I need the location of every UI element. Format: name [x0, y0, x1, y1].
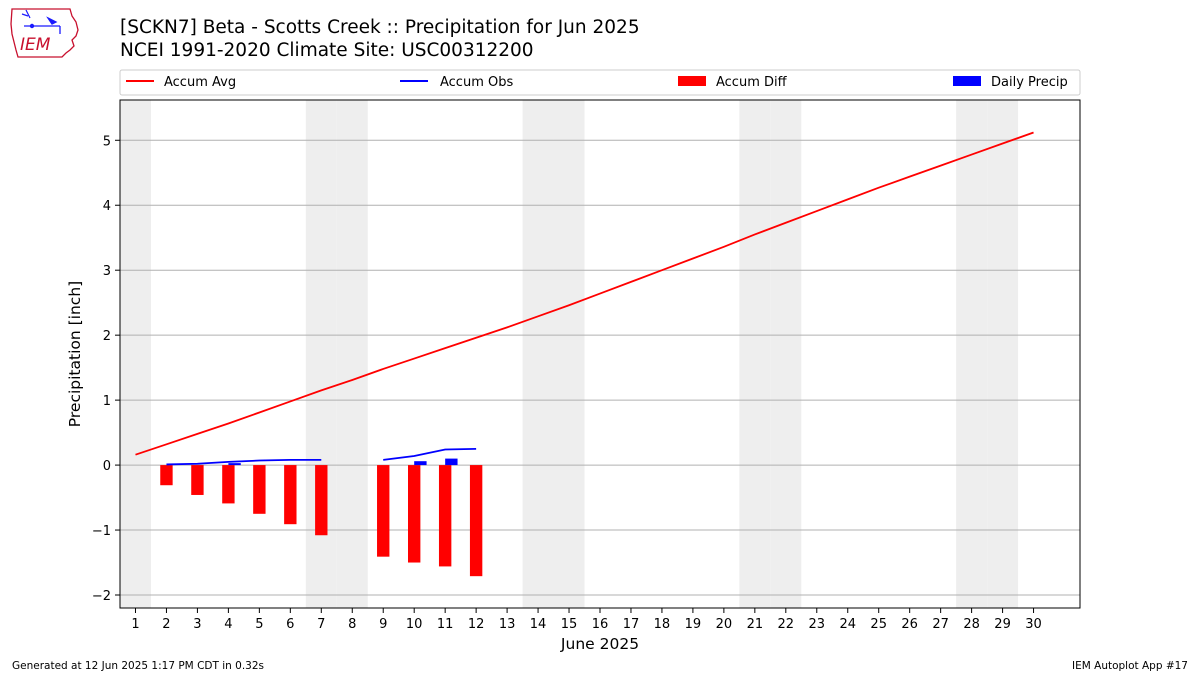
- daily-precip-bar: [414, 461, 427, 466]
- x-tick-label: 22: [778, 617, 795, 632]
- gridlines: [120, 139, 1080, 596]
- weekend-band: [120, 100, 151, 608]
- x-tick-label: 15: [561, 617, 578, 632]
- logo-text: IEM: [20, 35, 51, 55]
- y-tick-label: 5: [103, 134, 111, 149]
- accum-avg-line: [135, 131, 1034, 456]
- x-tick-label: 12: [468, 617, 485, 632]
- accum-diff-bar: [438, 465, 452, 567]
- legend-label-accum-obs: Accum Obs: [440, 75, 513, 90]
- legend-label-accum-avg: Accum Avg: [164, 75, 236, 90]
- x-tick-label: 2: [162, 617, 170, 632]
- x-tick-label: 28: [963, 617, 980, 632]
- accum-obs-line: [383, 447, 477, 461]
- x-tick-label: 24: [839, 617, 856, 632]
- accum-obs-line: [166, 458, 322, 466]
- x-tick-label: 17: [623, 617, 640, 632]
- x-tick-label: 19: [685, 617, 702, 632]
- accum-diff-bar: [284, 465, 297, 525]
- y-tick-label: 1: [103, 394, 111, 409]
- x-tick-label: 1: [131, 617, 139, 632]
- x-axis-label: June 2025: [560, 635, 639, 653]
- y-axis-label: Precipitation [inch]: [66, 281, 84, 427]
- daily-precip-bar: [228, 463, 241, 466]
- x-tick-label: 27: [932, 617, 949, 632]
- x-axis: 1 2 3 4 5 6 7 8 9 10 11 12 13 14 15 16 17 18 19 20 21 22 23 24 2…: [131, 608, 1042, 632]
- x-tick-label: 18: [654, 617, 671, 632]
- x-tick-label: 4: [224, 617, 232, 632]
- x-tick-label: 5: [255, 617, 263, 632]
- daily-precip-bar: [445, 458, 458, 466]
- legend-label-accum-diff: Accum Diff: [716, 75, 788, 90]
- y-tick-label: 4: [103, 199, 111, 214]
- x-tick-label: 7: [317, 617, 325, 632]
- x-tick-label: 11: [437, 617, 454, 632]
- y-tick-label: 0: [103, 459, 111, 474]
- weekend-band: [770, 100, 802, 608]
- weekend-band: [739, 100, 771, 608]
- accum-diff-bar: [469, 465, 483, 577]
- accum-diff-bar: [377, 465, 390, 557]
- x-tick-label: 9: [379, 617, 387, 632]
- weekend-bands: [120, 100, 1019, 608]
- x-tick-label: 8: [348, 617, 356, 632]
- x-tick-label: 23: [809, 617, 826, 632]
- weekend-band: [956, 100, 988, 608]
- x-tick-label: 30: [1025, 617, 1042, 632]
- accum-diff-bar: [160, 465, 173, 486]
- x-tick-label: 3: [193, 617, 201, 632]
- weekend-band: [336, 100, 368, 608]
- app-credit: IEM Autoplot App #17: [1072, 660, 1188, 672]
- legend-swatch-daily-precip: [953, 76, 981, 86]
- accum-diff-bars: [160, 465, 483, 577]
- weekend-band: [522, 100, 554, 608]
- accum-diff-bar: [315, 465, 328, 536]
- generated-timestamp: Generated at 12 Jun 2025 1:17 PM CDT in …: [12, 660, 265, 672]
- legend-frame: [119, 69, 1081, 96]
- plot-frame: [119, 99, 1081, 609]
- x-tick-label: 26: [901, 617, 918, 632]
- x-tick-label: 25: [870, 617, 887, 632]
- accum-diff-bar: [253, 465, 266, 514]
- x-tick-label: 14: [530, 617, 547, 632]
- y-tick-label: −2: [92, 589, 111, 604]
- series-lines: [135, 131, 1034, 466]
- x-tick-label: 13: [499, 617, 516, 632]
- x-tick-label: 29: [994, 617, 1011, 632]
- x-tick-label: 10: [406, 617, 423, 632]
- y-axis: −2 −1 0 1 2 3 4 5: [92, 134, 120, 604]
- x-tick-label: 21: [747, 617, 764, 632]
- chart-subtitle: NCEI 1991-2020 Climate Site: USC00312200: [120, 40, 534, 61]
- y-tick-label: 2: [103, 329, 111, 344]
- accum-diff-bar: [222, 465, 235, 504]
- y-tick-label: 3: [103, 264, 111, 279]
- weekend-band: [987, 100, 1019, 608]
- legend-swatch-accum-diff: [678, 76, 706, 86]
- daily-precip-bars: [228, 458, 458, 466]
- legend: Accum Avg Accum Obs Accum Diff Daily Pre…: [119, 69, 1081, 96]
- iem-logo: IEM: [10, 8, 79, 58]
- x-tick-label: 20: [716, 617, 733, 632]
- y-tick-label: −1: [92, 524, 111, 539]
- chart-title: [SCKN7] Beta - Scotts Creek :: Precipita…: [120, 17, 640, 38]
- accum-diff-bar: [191, 465, 204, 495]
- accum-diff-bar: [408, 465, 421, 563]
- weekend-band: [553, 100, 585, 608]
- legend-label-daily-precip: Daily Precip: [991, 75, 1068, 90]
- x-tick-label: 6: [286, 617, 294, 632]
- x-tick-label: 16: [592, 617, 609, 632]
